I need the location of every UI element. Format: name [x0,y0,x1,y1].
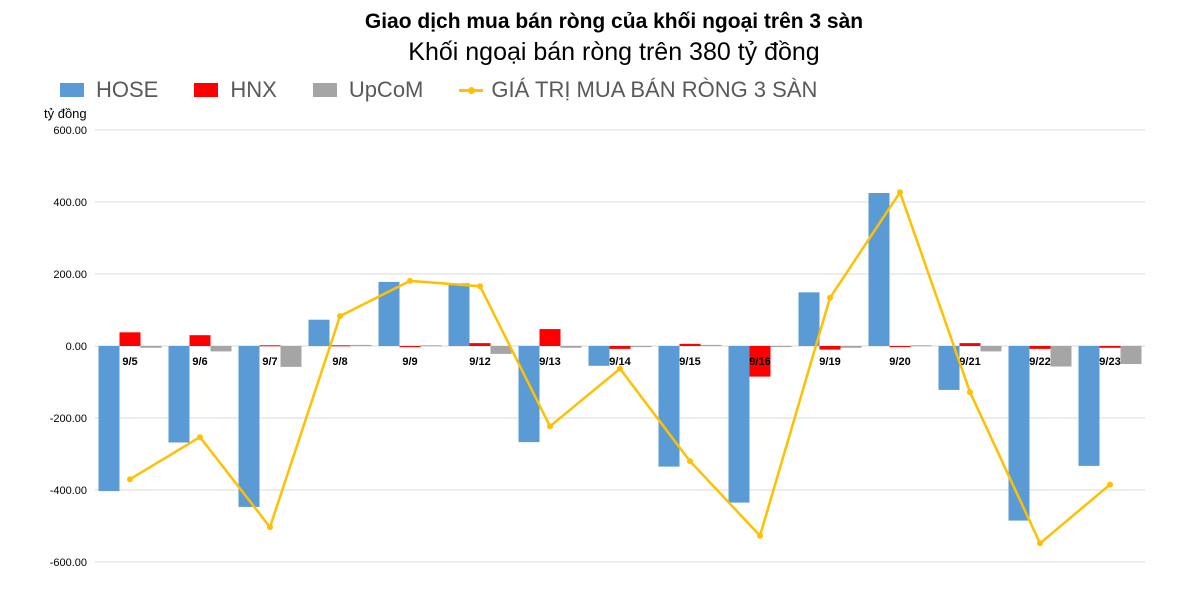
bar-hnx [819,346,841,350]
bar-hose [588,346,610,366]
legend-item-hose: HOSE [60,77,158,103]
total-point [267,524,273,531]
bar-hose [378,281,400,346]
x-category-label: 9/12 [469,356,490,368]
legend-label-hnx: HNX [230,77,277,102]
bar-hnx [189,335,211,346]
bar-hnx [959,343,981,346]
total-point [127,476,133,483]
x-category-label: 9/19 [819,356,840,368]
x-category-label: 9/16 [749,356,770,368]
bar-hnx [749,346,771,377]
total-point [1107,481,1113,488]
bar-upcom [210,346,232,352]
y-tick-label: -200.00 [50,413,87,425]
bar-hnx [1099,346,1121,348]
bar-hose [868,193,890,346]
x-category-label: 9/15 [679,356,700,368]
bar-upcom [490,346,512,354]
bar-hnx [329,345,351,347]
bar-hnx [889,346,911,348]
bar-upcom [630,346,652,348]
total-point [337,313,343,320]
x-category-label: 9/14 [609,356,631,368]
bar-upcom [420,345,442,347]
legend-item-total: GIÁ TRỊ MUA BÁN RÒNG 3 SÀN [459,77,817,103]
x-category-label: 9/13 [539,356,560,368]
total-point [1037,540,1043,547]
bar-hose [518,346,540,443]
bar-upcom [840,346,862,348]
bar-hose [798,292,820,346]
chart-subtitle: Khối ngoại bán ròng trên 380 tỷ đồng [408,38,820,66]
bar-upcom [1050,346,1072,367]
bar-upcom [140,346,162,348]
x-category-label: 9/7 [262,356,277,368]
bar-hose [938,346,960,390]
bar-hnx [119,332,141,346]
bar-hose [308,319,330,346]
legend-item-upcom: UpCoM [312,77,424,103]
x-category-label: 9/8 [332,356,347,368]
legend-swatch-upcom [312,83,337,97]
x-category-label: 9/23 [1099,356,1120,368]
x-category-label: 9/21 [959,356,980,368]
x-category-label: 9/20 [889,356,910,368]
bar-upcom [770,346,792,348]
legend-item-hnx: HNX [194,77,277,103]
bar-hose [728,346,750,503]
legend-swatch-hnx [194,83,219,97]
total-point [967,389,973,396]
bar-hnx [399,346,421,348]
total-point [477,283,483,290]
x-category-label: 9/5 [122,356,137,368]
x-category-label: 9/22 [1029,356,1050,368]
total-point [687,458,693,465]
bar-upcom [350,344,372,346]
total-point [197,434,203,441]
bar-hnx [679,343,701,346]
y-tick-label: 400.00 [53,197,87,209]
legend-swatch-total [459,83,484,97]
legend-label-upcom: UpCoM [348,77,424,102]
bar-hose [98,346,120,492]
legend-swatch-hose [60,83,84,97]
x-category-label: 9/6 [192,356,207,368]
bar-upcom [980,346,1002,352]
bar-hnx [539,329,561,346]
bar-hose [658,346,680,467]
bar-hose [1008,346,1030,521]
x-category-label: 9/9 [402,356,417,368]
total-point [897,189,903,196]
bar-hnx [1029,346,1051,349]
y-tick-label: -400.00 [50,485,87,497]
bar-upcom [280,346,302,367]
bar-upcom [560,346,582,348]
bar-hnx [469,343,491,346]
bar-hose [1078,346,1100,466]
total-point [827,294,833,301]
legend-label-total: GIÁ TRỊ MUA BÁN RÒNG 3 SÀN [491,77,818,102]
total-point [407,277,413,284]
chart-title: Giao dịch mua bán ròng của khối ngoại tr… [364,10,864,33]
total-point [547,423,553,430]
bar-hose [448,283,470,346]
legend-label-hose: HOSE [96,77,159,102]
y-tick-label: 0.00 [66,341,87,353]
legend: HOSE HNX UpCoM GIÁ TRỊ MUA BÁN RÒNG 3 SÀ… [60,77,853,103]
bar-upcom [910,345,932,347]
bar-hnx [259,345,281,347]
bar-hose [238,346,260,507]
y-tick-label: 600.00 [53,125,87,137]
bar-hnx [609,346,631,349]
bar-hose [168,346,190,443]
bar-upcom [1120,346,1142,364]
total-point [757,532,763,539]
y-axis-unit-label: tỷ đồng [44,106,87,121]
y-tick-label: 200.00 [53,269,87,281]
y-tick-label: -600.00 [50,557,87,569]
total-point [617,365,623,372]
bar-upcom [700,344,722,346]
